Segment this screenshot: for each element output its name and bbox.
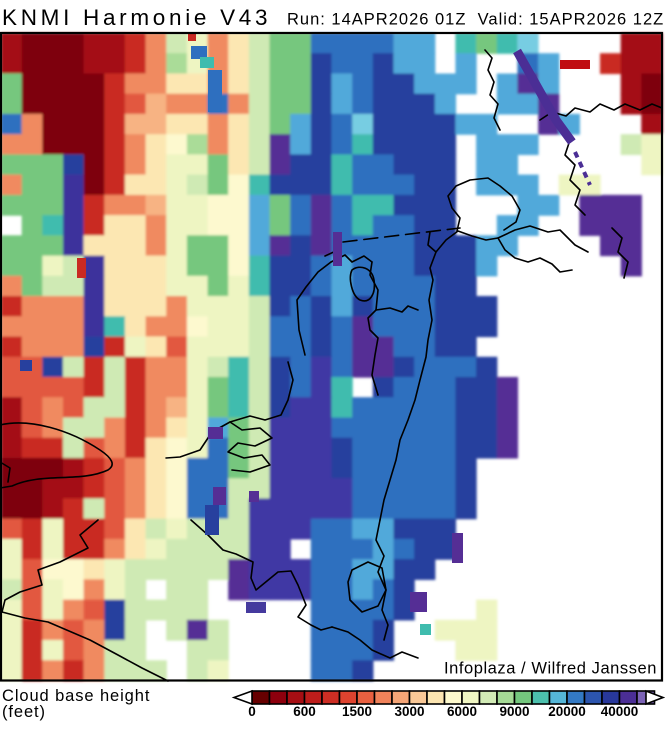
svg-text:40000: 40000 [601,704,639,719]
svg-text:20000: 20000 [548,704,586,719]
svg-text:0: 0 [248,704,256,719]
svg-text:Cloud base height: Cloud base height [2,687,150,705]
svg-text:(feet): (feet) [2,703,46,721]
svg-text:KNMI Harmonie V43: KNMI Harmonie V43 [2,5,271,30]
svg-text:600: 600 [293,704,316,719]
svg-text:3000: 3000 [394,704,424,719]
svg-text:1500: 1500 [342,704,372,719]
svg-text:Infoplaza / Wilfred Janssen: Infoplaza / Wilfred Janssen [444,660,657,678]
svg-text:Run: 14APR2026 01Z Valid: 15A: Run: 14APR2026 01Z Valid: 15APR2026 12Z [287,11,664,29]
svg-text:6000: 6000 [447,704,477,719]
svg-text:9000: 9000 [499,704,529,719]
